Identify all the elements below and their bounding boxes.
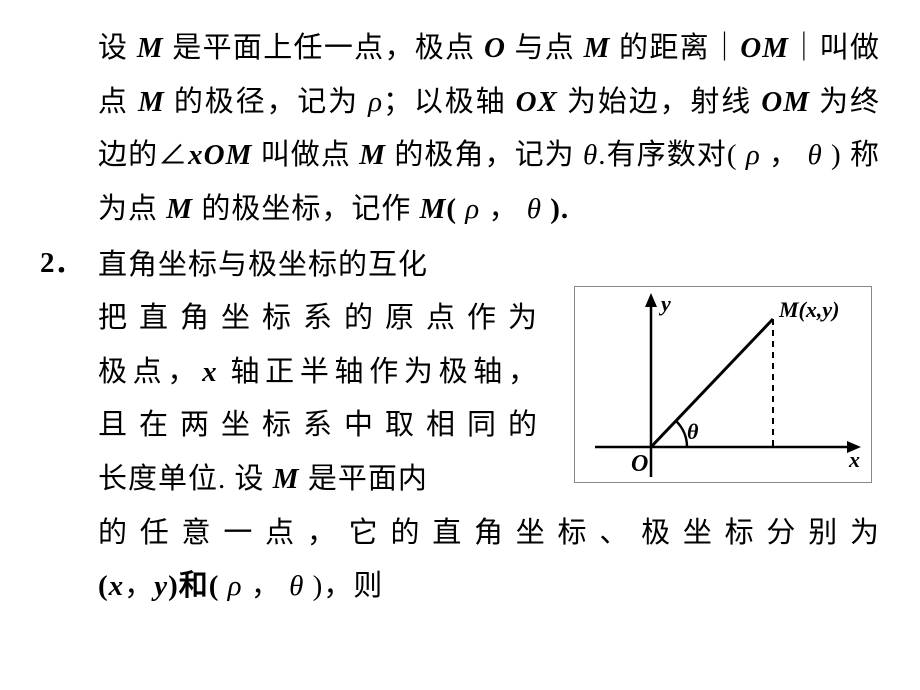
text: 把直角坐标系的原点作为 [98, 292, 538, 346]
text: )和( [168, 570, 228, 602]
text: .有序数对( [598, 139, 746, 171]
y-arrow [645, 293, 657, 307]
var-x: x [109, 570, 125, 602]
section-title: 直角坐标与极坐标的互化 [98, 239, 880, 293]
var-rho: ρ [746, 139, 761, 171]
var-M: M [420, 193, 447, 225]
text: 的极坐标，记作 [193, 193, 420, 225]
label-x: x [848, 447, 860, 472]
var-theta: θ [289, 570, 304, 602]
label-M: M(x,y) [778, 297, 839, 322]
text: 与点 [506, 32, 584, 64]
label-theta: θ [687, 419, 699, 444]
coordinate-diagram: O x y M(x,y) θ [574, 286, 872, 483]
var-theta: θ [583, 139, 598, 171]
var-M: M [359, 139, 386, 171]
var-OM: OM [761, 86, 810, 118]
var-theta: θ [807, 139, 822, 171]
text: 长度单位. 设 [98, 463, 273, 495]
var-M: M [273, 463, 300, 495]
angle-arc [676, 421, 687, 447]
text: ( [98, 570, 109, 602]
text: ( [446, 193, 465, 225]
var-rho: ρ [228, 570, 243, 602]
text: 是平面上任一点，极点 [164, 32, 484, 64]
label-O: O [631, 451, 648, 477]
var-M: M [137, 32, 164, 64]
var-theta: θ [527, 193, 542, 225]
var-M: M [584, 32, 611, 64]
diagram-svg: O x y M(x,y) θ [575, 287, 871, 482]
line: (x，y)和( ρ ， θ )，则 [98, 560, 880, 614]
text: ；以极轴 [383, 86, 516, 118]
text: ， [124, 570, 154, 602]
var-rho: ρ [465, 193, 480, 225]
section-number: 2． [40, 239, 84, 281]
var-rho: ρ [368, 86, 383, 118]
text: 叫做点 [252, 139, 359, 171]
var-OM: OM [740, 32, 789, 64]
text: 的距离｜ [610, 32, 740, 64]
text: 为始边，射线 [558, 86, 761, 118]
text: 的任意一点，它的直角坐标、极坐标分别为 [98, 507, 880, 561]
var-xOM: xOM [188, 139, 252, 171]
text: ). [542, 193, 569, 225]
line: 长度单位. 设 M 是平面内 [98, 453, 538, 507]
text: ， [480, 193, 527, 225]
text: 的极径，记为 [165, 86, 368, 118]
text: 是平面内 [300, 463, 428, 495]
line: 极点，x 轴正半轴作为极轴， [98, 346, 538, 400]
line-OM [651, 319, 773, 447]
text: ， [761, 139, 808, 171]
var-OX: OX [516, 86, 558, 118]
var-x: x [202, 356, 218, 388]
label-y: y [658, 291, 671, 316]
text: )，则 [304, 570, 383, 602]
text: 轴正半轴作为极轴， [218, 356, 538, 388]
var-O: O [484, 32, 506, 64]
var-y: y [154, 570, 168, 602]
text: 的极角，记为 [386, 139, 583, 171]
text: 极点， [98, 356, 202, 388]
text: 设 [98, 32, 137, 64]
var-M: M [166, 193, 193, 225]
text: ， [243, 570, 290, 602]
paragraph-1: 设 M 是平面上任一点，极点 O 与点 M 的距离｜OM｜叫做点 M 的极径，记… [98, 22, 880, 237]
var-M: M [138, 86, 165, 118]
text: 且在两坐标系中取相同的 [98, 399, 538, 453]
